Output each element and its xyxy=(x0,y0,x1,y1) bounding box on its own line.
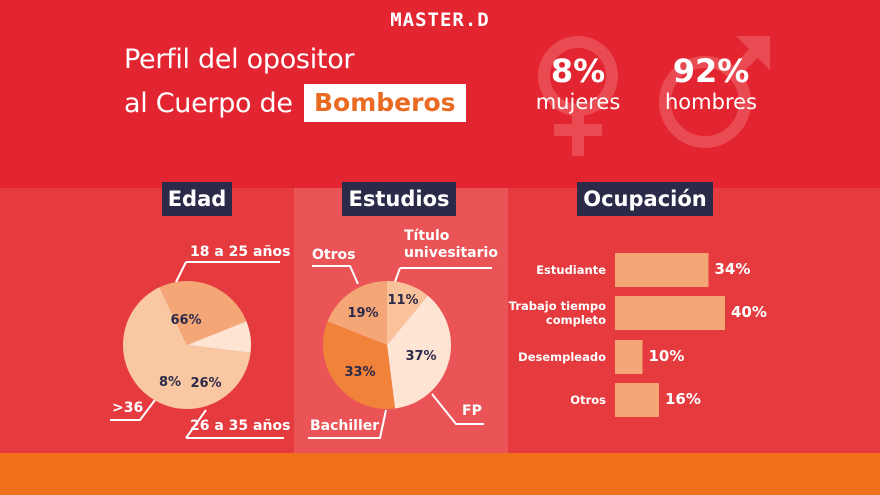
ocupacion-bar-value-1: 40% xyxy=(731,303,767,321)
ocupacion-bar-category-3: Otros xyxy=(570,393,606,407)
male-label: hombres xyxy=(665,90,757,114)
label-36: >36 xyxy=(112,400,144,416)
edad-slice-0 xyxy=(123,287,251,409)
edad-slice-1 xyxy=(159,281,247,345)
label-fp: FP xyxy=(462,403,482,419)
section-title-edad: Edad xyxy=(162,182,232,216)
leader-line-otros xyxy=(312,265,359,285)
female-label: mujeres xyxy=(535,90,621,114)
female-symbol-icon xyxy=(538,36,618,156)
ocupacion-bar-category-2: Desempleado xyxy=(518,350,606,364)
ocupacion-bar-category-0: Estudiante xyxy=(536,263,606,277)
ocupacion-bar-3 xyxy=(615,383,659,417)
page-title-highlight: Bomberos xyxy=(304,84,466,122)
brand-logo: MASTER.D xyxy=(390,9,490,31)
leader-line-bachiller xyxy=(308,409,387,439)
edad-slice-2 xyxy=(187,321,251,353)
ocupacion-bar-1 xyxy=(615,296,725,330)
label-bachiller: Bachiller xyxy=(310,418,380,434)
ocupacion-bar-value-3: 16% xyxy=(665,390,701,408)
leader-line-18-25-diag xyxy=(175,261,187,283)
edad-value-label-0: 66% xyxy=(170,313,201,328)
ocupacion-bar-value-2: 10% xyxy=(648,347,685,365)
label-otros: Otros xyxy=(312,247,356,263)
male-symbol-icon xyxy=(659,36,770,148)
estudios-slice-2 xyxy=(322,321,396,409)
estudios-value-label-3: 19% xyxy=(347,306,378,321)
footer-bar xyxy=(0,453,880,495)
page-title-line2: al Cuerpo de xyxy=(124,88,293,119)
estudios-value-label-1: 37% xyxy=(405,349,436,364)
leader-line-36 xyxy=(110,395,159,421)
label-universitario: Título univesitario xyxy=(404,228,498,261)
ocupacion-bar-2 xyxy=(615,340,643,374)
section-title-estudios: Estudios xyxy=(342,182,456,216)
label-26-35: 26 a 35 años xyxy=(190,418,291,434)
ocupacion-bar-category-1: Trabajo tiempo completo xyxy=(508,299,606,327)
edad-value-label-2: 8% xyxy=(159,375,181,390)
estudios-slice-1 xyxy=(387,295,451,409)
estudios-value-label-0: 11% xyxy=(387,293,418,308)
leader-line-fp xyxy=(431,393,484,425)
ocupacion-bar-0 xyxy=(615,253,709,287)
estudios-slice-0 xyxy=(387,281,428,345)
section-title-ocupacion: Ocupación xyxy=(577,182,713,216)
label-18-25: 18 a 25 años xyxy=(190,244,291,260)
female-percent: 8% xyxy=(550,52,606,90)
ocupacion-bar-value-0: 34% xyxy=(714,260,751,278)
estudios-value-label-2: 33% xyxy=(344,365,375,380)
page-title-line1: Perfil del opositor xyxy=(124,44,355,75)
edad-value-label-1: 26% xyxy=(190,376,221,391)
male-percent: 92% xyxy=(672,52,750,90)
estudios-slice-3 xyxy=(327,281,387,345)
leader-line-26-35-diag xyxy=(185,409,207,439)
